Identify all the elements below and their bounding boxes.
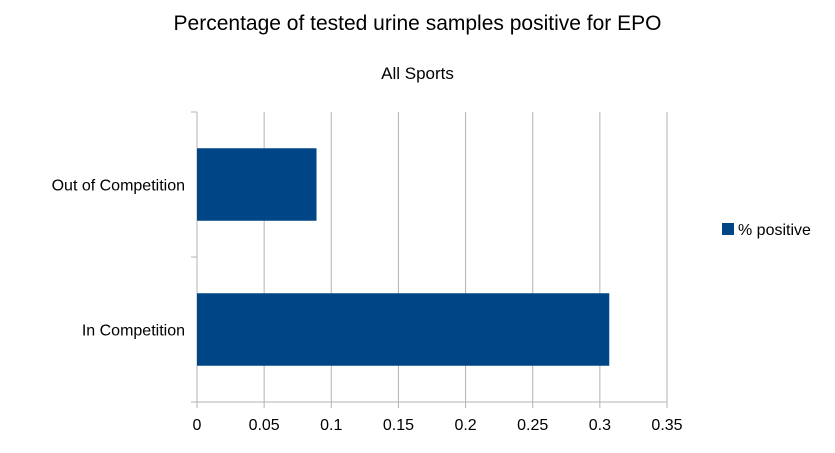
x-tick-label: 0 <box>193 417 202 434</box>
x-tick-label: 0.05 <box>249 417 280 434</box>
category-label: In Competition <box>82 323 185 340</box>
bar <box>197 293 610 366</box>
legend-swatch <box>722 223 734 235</box>
legend-label: % positive <box>738 222 811 239</box>
chart-title: Percentage of tested urine samples posit… <box>173 12 662 35</box>
x-tick-label: 0.25 <box>517 417 548 434</box>
x-tick-label: 0.15 <box>383 417 414 434</box>
chart-subtitle: All Sports <box>381 64 454 83</box>
x-tick-label: 0.35 <box>651 417 682 434</box>
bar <box>197 148 317 221</box>
x-tick-label: 0.2 <box>454 417 476 434</box>
x-tick-label: 0.3 <box>589 417 611 434</box>
x-tick-label: 0.1 <box>320 417 342 434</box>
category-label: Out of Competition <box>52 178 185 195</box>
